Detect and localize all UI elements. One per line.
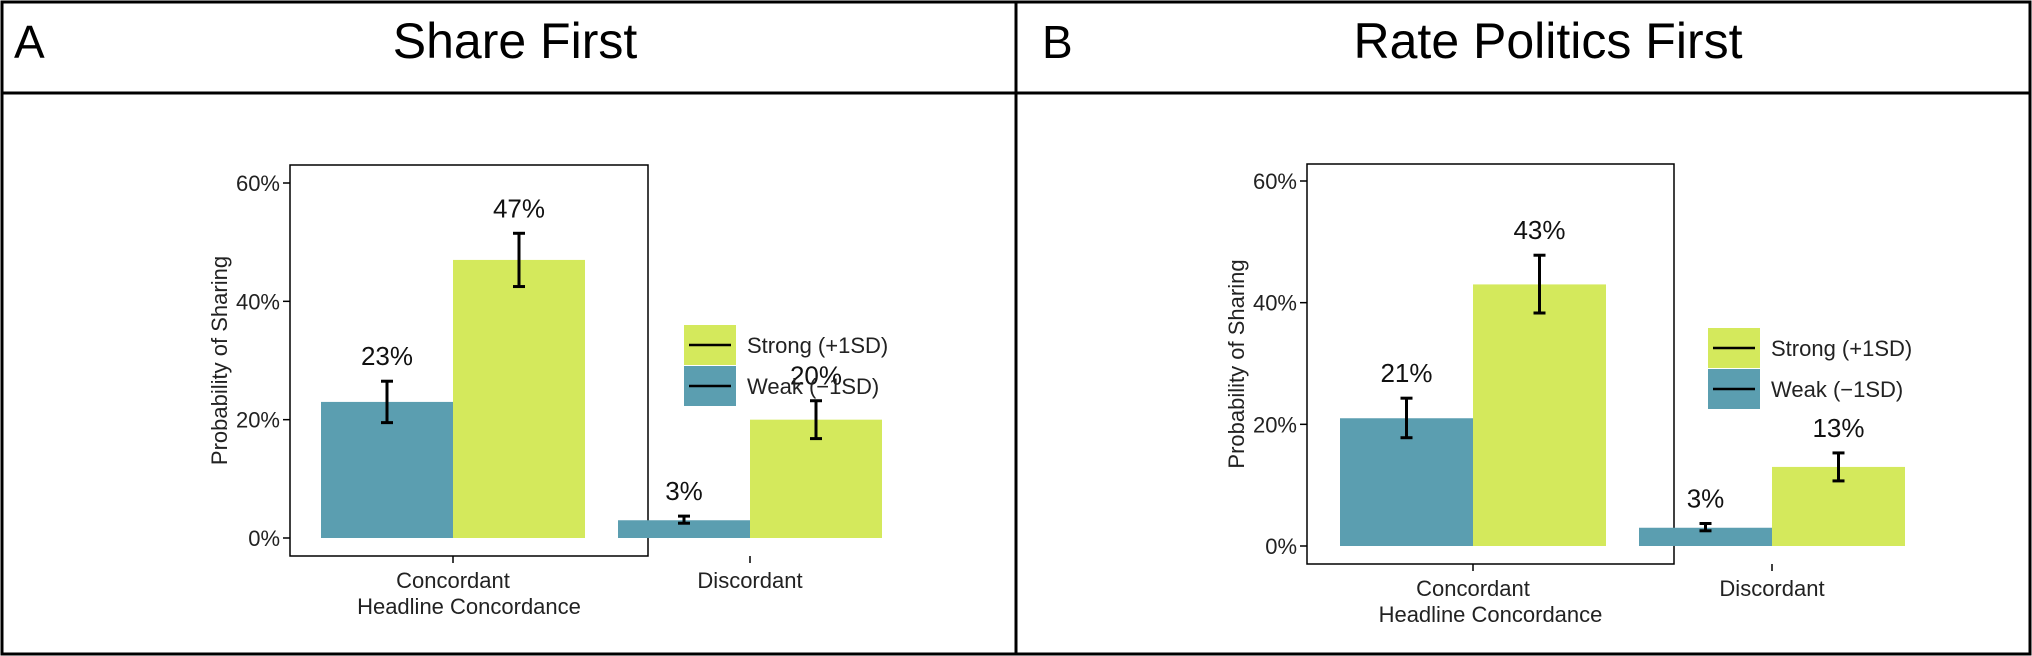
legend-label: Weak (−1SD)	[747, 374, 879, 399]
chart-a: 0% 20% 40% 60% Probability of Sharing 23% 47% C…	[207, 164, 888, 619]
chart-b: 0% 20% 40% 60% Probability of Sharing 21% 43% C…	[1224, 163, 1912, 627]
bar	[1340, 418, 1473, 546]
x-axis-label: Headline Concordance	[357, 594, 581, 619]
plot-frame	[289, 164, 649, 557]
data-label: 13%	[1812, 413, 1864, 443]
bar	[618, 520, 750, 538]
legend-label: Strong (+1SD)	[747, 333, 888, 358]
data-label: 3%	[665, 476, 703, 506]
y-tick-label: 0%	[1265, 534, 1297, 559]
y-axis-label: Probability of Sharing	[207, 256, 232, 465]
y-tick-label: 40%	[236, 289, 280, 314]
bar	[1639, 527, 1772, 546]
y-tick-label: 60%	[236, 171, 280, 196]
y-tick-label: 20%	[1253, 412, 1297, 437]
data-label: 21%	[1380, 358, 1432, 388]
bar	[321, 401, 453, 538]
x-tick-label: Concordant	[396, 568, 510, 593]
panel-a-label: A	[14, 16, 45, 68]
bar	[453, 259, 585, 538]
panel-a-title: Share First	[393, 13, 638, 69]
data-label: 23%	[361, 341, 413, 371]
panel-b-body-box	[1014, 91, 2032, 656]
panel-b-label: B	[1042, 16, 1073, 68]
plot-frame	[1306, 163, 1675, 565]
x-tick-label: Discordant	[1719, 576, 1824, 601]
data-label: 20%	[790, 361, 842, 391]
data-label: 3%	[1687, 483, 1725, 513]
panel-b-title: Rate Politics First	[1354, 13, 1743, 69]
y-tick-label: 60%	[1253, 169, 1297, 194]
bar	[1473, 284, 1606, 546]
x-axis-label: Headline Concordance	[1379, 602, 1603, 627]
data-label: 47%	[493, 193, 545, 223]
y-tick-label: 40%	[1253, 291, 1297, 316]
y-axis-label: Probability of Sharing	[1224, 259, 1249, 468]
panel-a: A Share First 0% 20% 40% 60% Probability of …	[0, 0, 1018, 656]
y-tick-label: 0%	[248, 526, 280, 551]
legend-label: Strong (+1SD)	[1771, 336, 1912, 361]
legend-label: Weak (−1SD)	[1771, 377, 1903, 402]
x-tick-label: Concordant	[1416, 576, 1530, 601]
data-label: 43%	[1513, 215, 1565, 245]
panel-b: B Rate Politics First 0% 20% 40% 60% Probabi…	[1014, 0, 2032, 656]
x-tick-label: Discordant	[697, 568, 802, 593]
y-tick-label: 20%	[236, 408, 280, 433]
